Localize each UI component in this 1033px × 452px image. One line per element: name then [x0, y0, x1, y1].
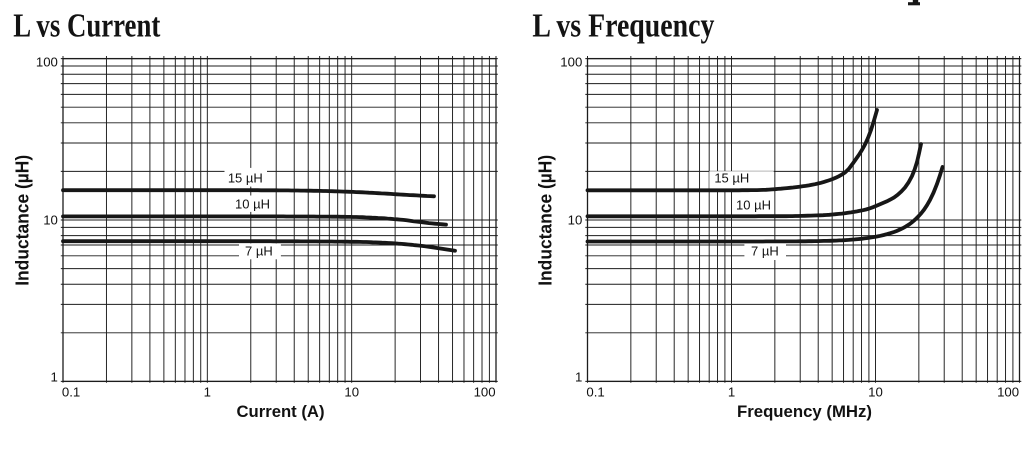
svg-text:7 µH: 7 µH: [751, 243, 779, 258]
svg-text:15 µH: 15 µH: [714, 171, 749, 186]
svg-text:1: 1: [204, 384, 211, 399]
svg-text:10: 10: [43, 213, 58, 228]
svg-text:7 µH: 7 µH: [245, 243, 273, 258]
svg-text:1: 1: [51, 369, 58, 384]
svg-text:10: 10: [568, 213, 583, 228]
svg-text:Frequency (MHz): Frequency (MHz): [737, 402, 872, 421]
svg-text:100: 100: [997, 384, 1019, 399]
svg-text:0.1: 0.1: [586, 384, 604, 399]
svg-text:10 µH: 10 µH: [736, 197, 771, 212]
svg-text:100: 100: [560, 55, 582, 70]
svg-text:0.1: 0.1: [62, 384, 80, 399]
svg-text:10 µH: 10 µH: [235, 197, 270, 212]
svg-text:100: 100: [474, 384, 496, 399]
svg-text:15 µH: 15 µH: [228, 170, 263, 185]
svg-text:Inductance (µH): Inductance (µH): [13, 155, 33, 286]
svg-text:10: 10: [868, 384, 883, 399]
svg-text:100: 100: [36, 55, 58, 70]
svg-text:1: 1: [728, 384, 735, 399]
svg-text:L vs Frequency: L vs Frequency: [532, 8, 714, 45]
svg-text:Current (A): Current (A): [237, 402, 325, 421]
svg-text:L vs Current: L vs Current: [13, 8, 161, 45]
svg-text:Inductance (µH): Inductance (µH): [535, 155, 555, 286]
svg-text:1: 1: [575, 369, 582, 384]
svg-text:10: 10: [344, 384, 359, 399]
